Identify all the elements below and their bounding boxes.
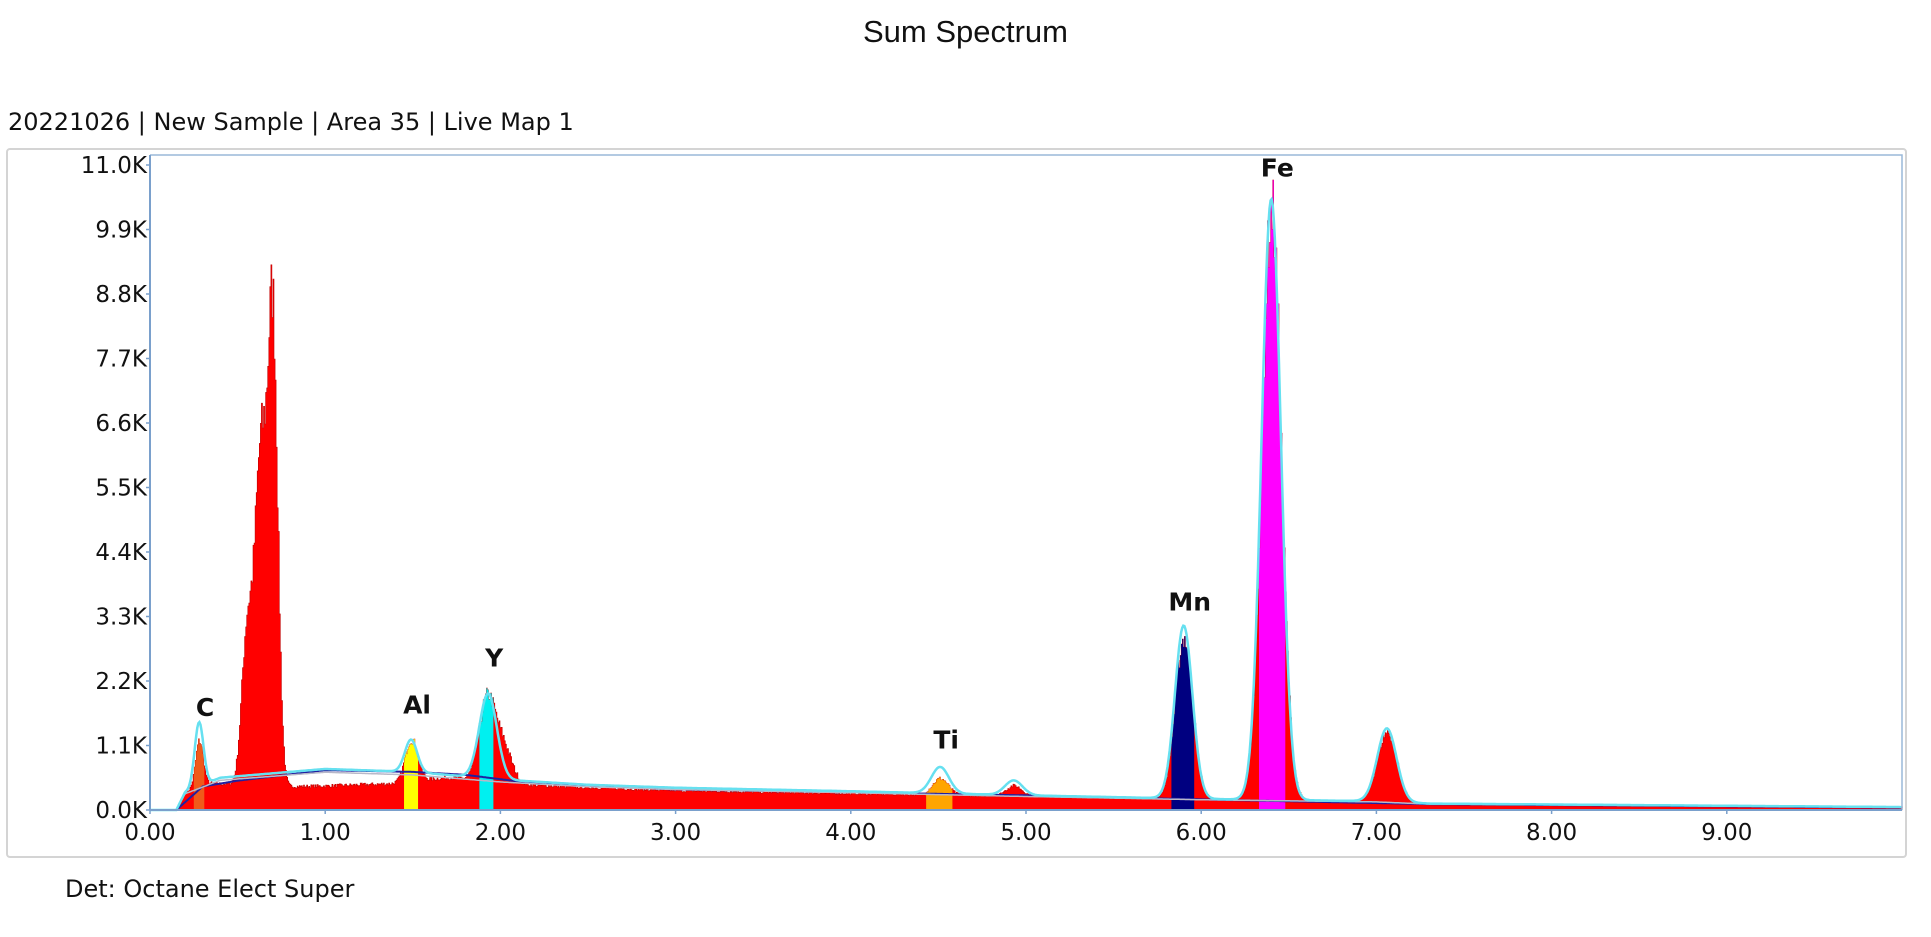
peak-label-mn: Mn	[1168, 588, 1211, 617]
y-tick-label: 7.7K	[95, 347, 148, 373]
chart-title: Sum Spectrum	[862, 14, 1068, 49]
peak-label-y: Y	[484, 643, 504, 672]
fit-line	[150, 196, 1902, 812]
element-band-ti	[926, 180, 953, 810]
x-tick-label: 2.00	[475, 820, 526, 846]
peak-label-c: C	[196, 693, 214, 722]
chart-subtitle: 20221026 | New Sample | Area 35 | Live M…	[8, 108, 574, 136]
chart-frame	[6, 148, 1907, 858]
y-tick-label: 3.3K	[95, 605, 148, 631]
y-tick-label: 5.5K	[95, 476, 148, 502]
x-tick-label: 6.00	[1176, 820, 1227, 846]
peak-label-fe: Fe	[1261, 154, 1294, 183]
peak-label-al: Al	[403, 690, 431, 719]
y-tick-label: 8.8K	[95, 282, 148, 308]
x-tick-label: 4.00	[825, 820, 876, 846]
peak-label-ti: Ti	[933, 725, 959, 754]
detector-label: Det: Octane Elect Super	[65, 875, 355, 903]
y-tick-label: 9.9K	[95, 218, 148, 244]
y-tick-label: 0.0K	[95, 798, 148, 824]
x-tick-label: 0.00	[124, 820, 175, 846]
y-tick-label: 4.4K	[95, 540, 148, 566]
x-tick-label: 5.00	[1000, 820, 1051, 846]
y-tick-label: 11.0K	[81, 153, 148, 179]
y-tick-label: 6.6K	[95, 411, 148, 437]
plot-border	[150, 154, 1903, 810]
x-tick-label: 8.00	[1526, 820, 1577, 846]
x-tick-label: 7.00	[1351, 820, 1402, 846]
y-tick-label: 1.1K	[95, 734, 148, 760]
x-tick-label: 1.00	[300, 820, 351, 846]
x-tick-label: 3.00	[650, 820, 701, 846]
x-tick-label: 9.00	[1701, 820, 1752, 846]
y-tick-label: 2.2K	[95, 669, 148, 695]
